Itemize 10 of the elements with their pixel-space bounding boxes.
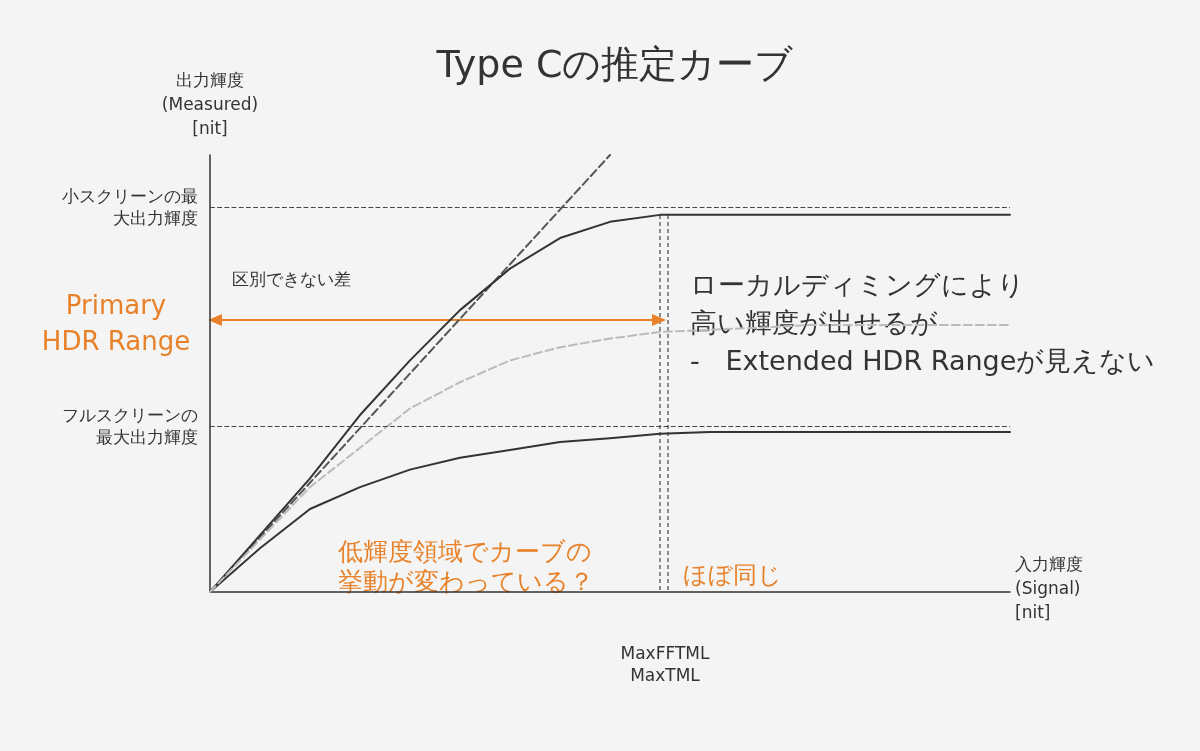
text: MaxFFTML MaxTML [620,643,710,685]
annotation: 低輝度領域でカーブの挙動が変わっている？ [338,536,594,596]
ref-line-label: フルスクリーンの最大出力輝度 [62,404,198,447]
y-axis-title: 出力輝度 (Measured) [nit] [161,70,259,138]
x-axis-title: 入力輝度 (Signal) [nit] [1015,554,1083,622]
ref-line-label: 小スクリーンの最大出力輝度 [62,186,198,229]
text: Primary HDR Range [41,290,191,356]
annotation: 区別できない差 [232,269,351,289]
chart-title: Type Cの推定カーブ [435,42,794,86]
annotation: ほぼ同じ [683,561,782,589]
